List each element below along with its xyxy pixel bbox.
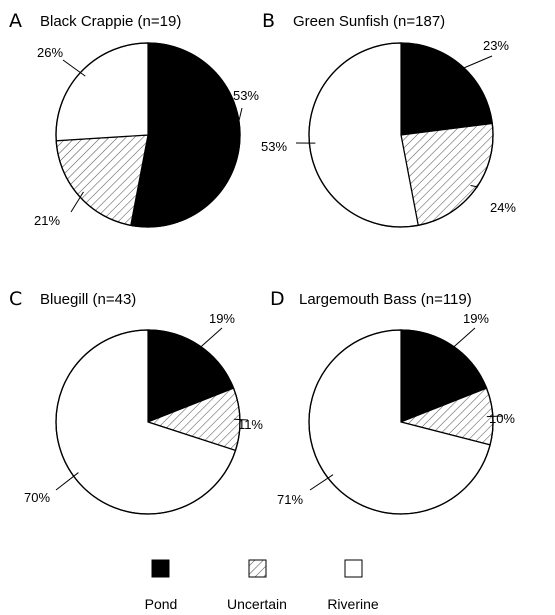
slice-leader-line bbox=[55, 472, 79, 491]
panel-c: C Bluegill (n=43) 19% 11% 70% bbox=[9, 288, 263, 515]
pie-slice-pond bbox=[400, 42, 493, 136]
pie-a: 53% 21% 26% bbox=[34, 42, 259, 228]
panel-c-title: Bluegill (n=43) bbox=[40, 291, 136, 308]
pie-c: 19% 11% 70% bbox=[24, 311, 263, 515]
panel-c-letter: C bbox=[9, 288, 22, 310]
slice-label-riverine: 70% bbox=[24, 490, 50, 505]
panel-a-title: Black Crappie (n=19) bbox=[40, 13, 181, 30]
slice-label-uncertain: 10% bbox=[489, 411, 515, 426]
slice-leader-line bbox=[309, 474, 334, 491]
slice-leader-line bbox=[457, 55, 493, 71]
slice-leader-line bbox=[62, 59, 86, 77]
panel-d-title: Largemouth Bass (n=119) bbox=[299, 291, 472, 308]
slice-leader-line bbox=[486, 415, 504, 418]
legend-swatch-riverine bbox=[344, 559, 363, 578]
panel-a: A Black Crappie (n=19) 53% 21% 26% bbox=[9, 10, 259, 228]
pie-slice-riverine bbox=[55, 42, 149, 142]
slice-label-uncertain: 24% bbox=[490, 200, 516, 215]
slice-label-pond: 19% bbox=[209, 311, 235, 326]
slice-label-riverine: 71% bbox=[277, 492, 303, 507]
slice-label-pond: 23% bbox=[483, 38, 509, 53]
legend-label-riverine: Riverine bbox=[327, 596, 379, 612]
panel-a-letter: A bbox=[9, 10, 22, 32]
slice-leader-line bbox=[233, 418, 249, 421]
slice-leader-line bbox=[196, 327, 223, 352]
slice-label-riverine: 53% bbox=[261, 139, 287, 154]
slice-label-riverine: 26% bbox=[37, 45, 63, 60]
slice-leader-line bbox=[70, 191, 84, 213]
legend-label-uncertain: Uncertain bbox=[227, 596, 287, 612]
legend-swatch-uncertain bbox=[248, 559, 267, 578]
slice-leader-line bbox=[233, 107, 243, 144]
pie-outline bbox=[55, 329, 241, 515]
panel-b-letter: B bbox=[262, 10, 275, 32]
panel-d-letter: D bbox=[270, 288, 285, 310]
pie-b: 23% 24% 53% bbox=[261, 38, 516, 228]
slice-leader-line bbox=[449, 327, 476, 352]
panel-d: D Largemouth Bass (n=119) 19% 10% 71% bbox=[270, 288, 515, 515]
pie-outline bbox=[55, 42, 241, 228]
slice-label-pond: 19% bbox=[463, 311, 489, 326]
legend-label-pond: Pond bbox=[145, 596, 178, 612]
panel-b-title: Green Sunfish (n=187) bbox=[293, 13, 445, 30]
pie-outline bbox=[308, 329, 494, 515]
panel-b: B Green Sunfish (n=187) 23% 24% 53% bbox=[261, 10, 516, 228]
slice-label-pond: 53% bbox=[233, 88, 259, 103]
pie-d: 19% 10% 71% bbox=[277, 311, 515, 515]
legend: Pond Uncertain Riverine bbox=[145, 559, 379, 612]
pie-outline bbox=[308, 42, 494, 228]
slice-label-uncertain: 11% bbox=[238, 417, 263, 432]
legend-swatch-pond bbox=[151, 559, 170, 578]
slice-label-uncertain: 21% bbox=[34, 213, 60, 228]
